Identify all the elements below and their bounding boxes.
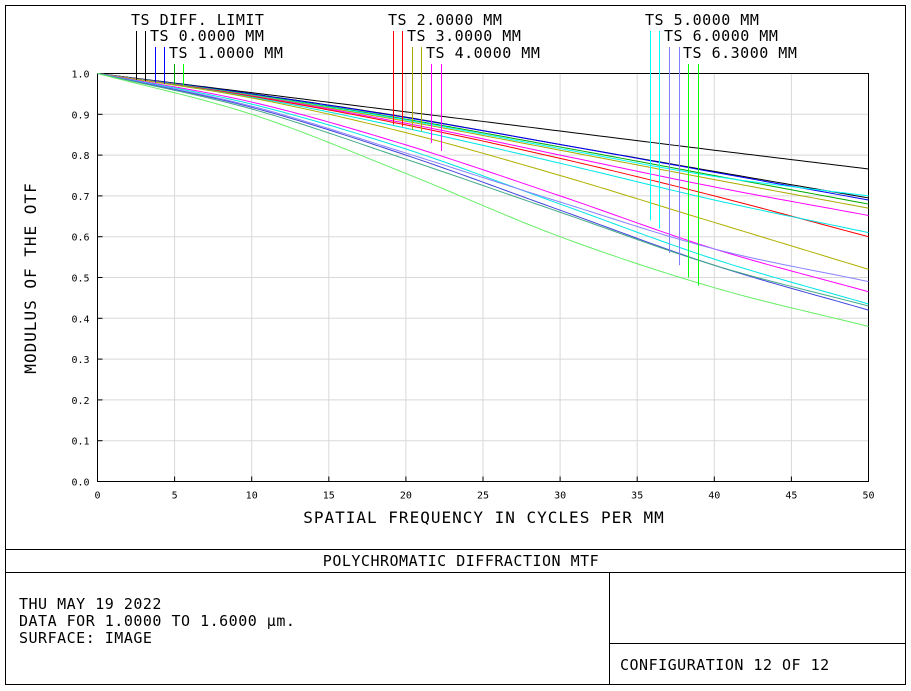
y-tick-label: 0.5 — [71, 274, 89, 285]
legend-label-ts-0: TS 0.0000 MM — [150, 27, 264, 45]
legend-label-diff-limit: TS DIFF. LIMIT — [131, 11, 264, 29]
mtf-curve-10 — [97, 73, 869, 270]
wavelength-range: DATA FOR 1.0000 TO 1.6000 µm. — [19, 612, 295, 630]
x-tick-label: 45 — [785, 491, 797, 502]
x-tick-label: 35 — [631, 491, 643, 502]
y-tick-label: 0.3 — [71, 355, 89, 366]
mtf-curve-11 — [97, 73, 869, 293]
y-tick-label: 0.9 — [71, 110, 89, 121]
surface-name: SURFACE: IMAGE — [19, 629, 152, 647]
x-tick-label: 0 — [94, 491, 100, 502]
mtf-curve-16 — [97, 73, 869, 327]
mtf-curve-9 — [97, 73, 869, 234]
y-tick-label: 0.0 — [71, 478, 89, 489]
y-tick-label: 0.8 — [71, 151, 89, 162]
axis-ticks: 0 5 10 15 20 25 30 35 40 45 50 0.0 0.1 0.2 0.3 0.4 0.5 0.… — [71, 70, 874, 502]
x-axis-label: SPATIAL FREQUENCY IN CYCLES PER MM — [303, 508, 665, 527]
mtf-curve-12 — [97, 73, 869, 305]
x-tick-label: 25 — [477, 491, 489, 502]
mtf-curve-1 — [97, 73, 869, 170]
legend — [136, 31, 699, 286]
y-tick-label: 0.6 — [71, 233, 89, 244]
grid — [97, 73, 869, 482]
mtf-curve-14 — [97, 73, 869, 311]
legend-label-ts-2: TS 2.0000 MM — [388, 11, 502, 29]
x-tick-label: 5 — [172, 491, 178, 502]
legend-label-ts-1: TS 1.0000 MM — [169, 44, 283, 62]
y-tick-label: 0.1 — [71, 437, 89, 448]
x-tick-label: 10 — [246, 491, 258, 502]
mtf-curves — [97, 73, 869, 327]
report-date: THU MAY 19 2022 — [19, 595, 162, 613]
legend-label-ts-3: TS 3.0000 MM — [407, 27, 521, 45]
y-tick-label: 0.7 — [71, 192, 89, 203]
mtf-curve-8 — [97, 73, 869, 238]
mtf-curve-3 — [97, 73, 869, 201]
chart-title: POLYCHROMATIC DIFFRACTION MTF — [323, 552, 599, 570]
configuration-number: CONFIGURATION 12 OF 12 — [620, 656, 830, 674]
x-tick-label: 15 — [323, 491, 335, 502]
legend-label-ts-4: TS 4.0000 MM — [426, 44, 540, 62]
y-tick-label: 0.4 — [71, 314, 89, 325]
legend-label-ts-5: TS 5.0000 MM — [645, 11, 759, 29]
y-tick-label: 0.2 — [71, 396, 89, 407]
x-tick-label: 30 — [554, 491, 566, 502]
y-tick-label: 1.0 — [71, 70, 89, 81]
mtf-curve-15 — [97, 73, 869, 307]
outer-frame — [5, 5, 906, 685]
legend-label-ts-6: TS 6.0000 MM — [664, 27, 778, 45]
mtf-curve-13 — [97, 73, 869, 283]
x-tick-label: 20 — [400, 491, 412, 502]
y-axis-label: MODULUS OF THE OTF — [21, 182, 40, 373]
legend-label-ts-6-3: TS 6.3000 MM — [683, 44, 797, 62]
x-tick-label: 50 — [862, 491, 874, 502]
x-tick-label: 40 — [708, 491, 720, 502]
